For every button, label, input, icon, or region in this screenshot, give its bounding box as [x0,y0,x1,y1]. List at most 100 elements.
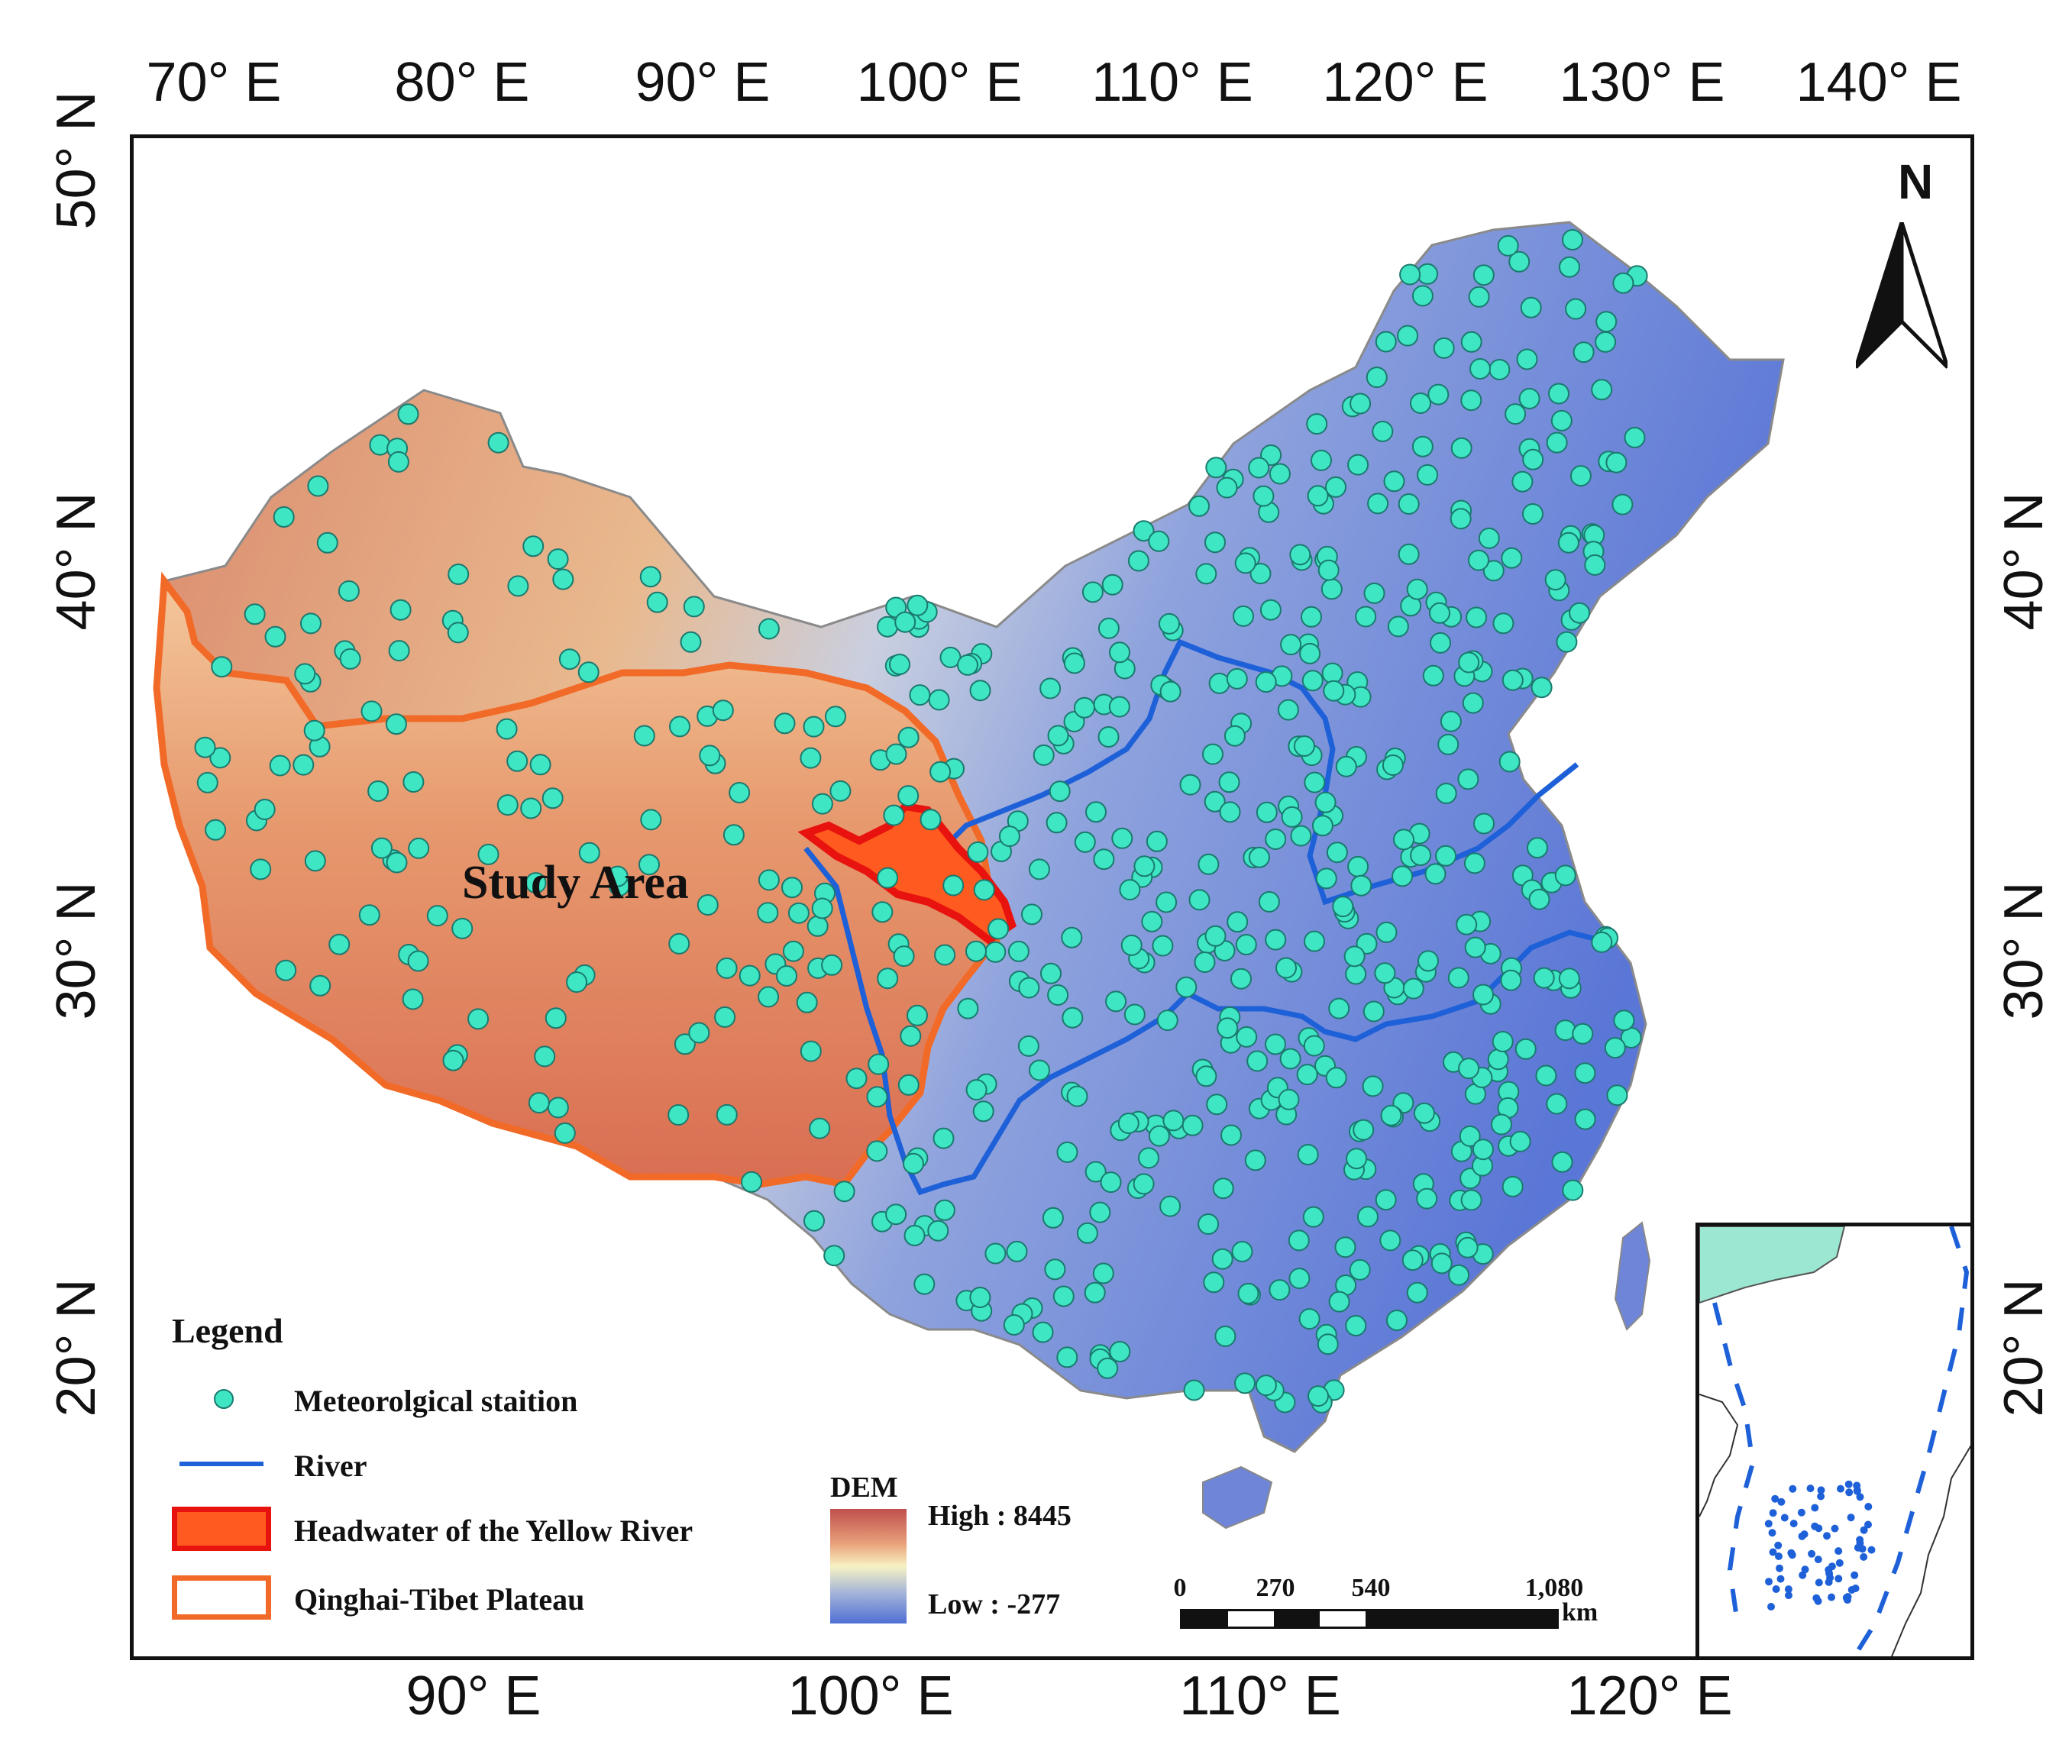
station-marker [1290,825,1312,847]
station-marker [1413,1102,1435,1124]
station-marker [1430,1252,1453,1275]
station-marker [1159,1195,1181,1217]
station-marker [1362,1075,1384,1097]
station-marker [209,747,231,769]
station-marker [390,599,412,621]
station-marker [871,901,894,923]
station-marker [877,968,899,990]
station-marker [275,959,297,981]
station-marker [1349,1258,1371,1281]
station-marker [1109,1341,1131,1362]
bottom-lon-label: 110° E [1179,1665,1341,1727]
station-marker [1355,606,1377,628]
station-marker [300,612,322,635]
station-marker [1323,680,1345,702]
station-marker [1325,476,1346,498]
station-marker [1574,1062,1596,1084]
station-marker [1508,250,1531,273]
station-marker [1417,950,1439,972]
station-marker [1093,848,1115,871]
station-marker [1460,1189,1482,1211]
station-marker [774,712,796,735]
station-marker [1497,234,1519,257]
station-marker [758,618,780,640]
station-marker [1469,358,1491,380]
island-dot [1811,1504,1819,1512]
station-marker [1347,855,1369,877]
station-marker [984,941,1007,963]
station-marker [1491,1113,1512,1136]
station-marker [1398,493,1420,515]
island-dot [1835,1559,1844,1567]
scale-bar [1180,1609,1559,1629]
dem-high-label: High : 8445 [928,1500,1072,1532]
station-marker [1478,527,1500,549]
station-marker [1123,1003,1146,1026]
station-marker [1505,403,1527,425]
station-marker [1237,1282,1259,1304]
station-marker [897,1074,920,1096]
station-marker [1259,599,1282,621]
station-marker [1533,967,1555,989]
station-marker [1363,582,1385,604]
station-marker [205,819,227,841]
station-marker [386,851,408,874]
island-dot [1815,1578,1823,1587]
station-marker [1410,393,1431,414]
station-marker [984,1242,1007,1265]
station-marker [1223,725,1246,747]
station-marker [811,897,833,919]
station-marker [1188,495,1210,517]
station-marker [1097,1357,1119,1379]
station-marker [1159,680,1181,703]
station-marker [907,1004,928,1026]
station-marker [1430,632,1451,654]
station-marker [909,684,931,706]
station-marker [250,858,272,880]
scale-tick-label: 1,080 [1524,1574,1584,1602]
island-dot [1777,1497,1786,1506]
station-marker [1320,578,1343,600]
station-marker [920,809,942,831]
station-marker [1458,1058,1480,1080]
station-marker [1611,493,1634,515]
station-marker [897,726,920,748]
station-marker [800,1040,822,1062]
station-marker [1047,725,1069,747]
station-marker [1074,831,1096,853]
scale-tick-label: 270 [1256,1574,1295,1602]
station-marker [688,1022,710,1044]
station-marker [1591,379,1613,401]
top-lon-label: 90° E [635,52,771,113]
station-marker [1546,1093,1568,1115]
station-marker [358,904,380,926]
island-dot [1825,1578,1833,1586]
station-marker [782,940,804,962]
station-marker [758,986,780,1008]
island-dot [1785,1591,1792,1600]
station-marker [1021,903,1042,926]
island-dot [1797,1508,1805,1517]
station-marker [1392,865,1414,887]
station-marker [1362,1000,1385,1023]
station-marker [1565,298,1587,320]
station-marker [1248,457,1270,479]
station-marker [1195,563,1217,585]
station-marker [1183,1379,1205,1401]
right-lat-label: 40° N [1993,492,2054,631]
station-marker [716,957,738,979]
station-marker [451,917,474,939]
station-marker [1073,696,1095,719]
station-marker [1315,867,1337,890]
station-marker [741,1171,762,1193]
station-marker [1393,829,1414,851]
station-marker [1492,1031,1514,1052]
station-marker [1040,962,1062,984]
station-marker [1509,1130,1531,1152]
station-marker [1084,1161,1107,1183]
station-marker [1401,1249,1424,1271]
station-marker [1311,449,1332,471]
station-marker [1346,1148,1368,1170]
station-marker [528,1092,550,1114]
station-marker [889,654,910,675]
